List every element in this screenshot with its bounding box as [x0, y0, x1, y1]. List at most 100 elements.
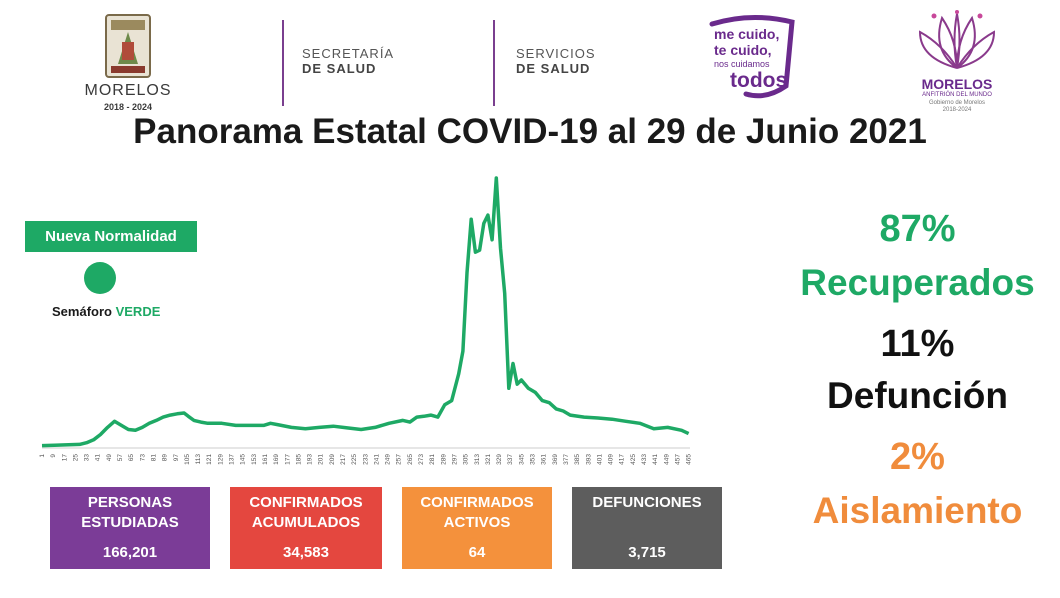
card-confirmados-acumulados-value: 34,583	[283, 544, 329, 561]
x-tick-label: 225	[351, 454, 358, 465]
x-tick-label: 1	[39, 454, 46, 458]
campaign-logo: me cuido, te cuido, nos cuidamos todos	[706, 14, 796, 104]
header-divider-1	[282, 20, 284, 106]
morelos-logo-name: MORELOS	[84, 82, 172, 99]
semaforo-label: Semáforo VERDE	[52, 304, 160, 319]
stat-recuperados-label: Recuperados	[800, 262, 1035, 303]
x-tick-label: 17	[61, 454, 68, 462]
x-tick-label: 273	[418, 454, 425, 465]
cases-series-line	[41, 176, 690, 448]
semaforo-status: VERDE	[115, 304, 161, 319]
x-tick-label: 377	[563, 454, 570, 465]
card-confirmados-acumulados: CONFIRMADOS ACUMULADOS 34,583	[230, 487, 382, 569]
morelos-logo-years: 2018 - 2024	[103, 102, 153, 112]
card-personas-estudiadas-value: 166,201	[102, 544, 158, 561]
x-tick-label: 57	[117, 454, 124, 462]
card-personas-estudiadas-label: PERSONAS ESTUDIADAS	[81, 494, 179, 531]
x-tick-label: 169	[273, 454, 280, 465]
x-tick-label: 257	[396, 454, 403, 465]
x-tick-label: 401	[596, 454, 603, 465]
x-tick-label: 129	[217, 454, 224, 465]
x-tick-label: 425	[630, 454, 637, 465]
x-tick-label: 393	[585, 454, 592, 465]
x-tick-label: 465	[686, 454, 693, 465]
x-tick-label: 297	[451, 454, 458, 465]
x-tick-label: 41	[95, 454, 102, 462]
x-tick-label: 433	[641, 454, 648, 465]
dept-servicios: SERVICIOS DE SALUD	[516, 46, 596, 76]
x-tick-label: 409	[608, 454, 615, 465]
lotus-flower-icon	[918, 10, 996, 69]
x-tick-label: 145	[240, 454, 247, 465]
card-confirmados-activos: CONFIRMADOS ACTIVOS 64	[402, 487, 552, 569]
x-tick-label: 417	[619, 454, 626, 465]
x-tick-label: 153	[251, 454, 258, 465]
x-tick-label: 249	[385, 454, 392, 465]
x-tick-label: 105	[184, 454, 191, 465]
anfitrion-logo-years: 2018-2024	[942, 107, 972, 113]
card-defunciones: DEFUNCIONES 3,715	[572, 487, 722, 569]
anfitrion-logo-sub: Gobierno de Morelos	[928, 100, 986, 106]
page-title: Panorama Estatal COVID-19 al 29 de Junio…	[133, 112, 927, 151]
x-tick-label: 9	[50, 454, 57, 458]
dept-servicios-line2: DE SALUD	[516, 61, 591, 76]
dept-servicios-line1: SERVICIOS	[516, 46, 596, 61]
x-tick-label: 353	[530, 454, 537, 465]
semaforo-indicator-icon	[84, 262, 116, 294]
campaign-line3: nos cuidamos	[714, 59, 770, 69]
card-confirmados-acumulados-label: CONFIRMADOS ACUMULADOS	[249, 494, 363, 531]
x-tick-label: 209	[329, 454, 336, 465]
stat-defuncion-pct: 11%	[880, 323, 955, 365]
x-tick-label: 441	[652, 454, 659, 465]
x-tick-label: 313	[474, 454, 481, 465]
x-tick-label: 161	[262, 454, 269, 465]
x-tick-label: 89	[162, 454, 169, 462]
x-tick-label: 289	[440, 454, 447, 465]
campaign-line2: te cuido,	[714, 42, 772, 58]
stat-defuncion-label: Defunción	[827, 375, 1008, 416]
x-tick-label: 137	[229, 454, 236, 465]
semaforo-label-text: Semáforo	[52, 304, 112, 319]
x-tick-label: 265	[407, 454, 414, 465]
x-tick-label: 337	[507, 454, 514, 465]
x-tick-label: 81	[150, 454, 157, 462]
x-tick-label: 177	[284, 454, 291, 465]
dept-secretaria: SECRETARÍA DE SALUD	[302, 46, 394, 76]
card-personas-estudiadas: PERSONAS ESTUDIADAS 166,201	[50, 487, 210, 569]
campaign-line4: todos	[730, 69, 788, 92]
header-divider-2	[493, 20, 495, 106]
x-tick-label: 345	[518, 454, 525, 465]
x-tick-label: 457	[674, 454, 681, 465]
x-tick-label: 321	[485, 454, 492, 465]
x-tick-label: 305	[463, 454, 470, 465]
campaign-frame-icon	[709, 15, 795, 99]
nueva-normalidad-badge: Nueva Normalidad	[25, 221, 197, 252]
stat-aislamiento-pct: 2%	[890, 436, 945, 478]
card-defunciones-label: DEFUNCIONES	[592, 494, 702, 511]
card-defunciones-value: 3,715	[628, 544, 666, 561]
x-tick-label: 193	[307, 454, 314, 465]
campaign-line1: me cuido,	[714, 26, 780, 42]
x-tick-label: 97	[173, 454, 180, 462]
x-tick-label: 121	[206, 454, 213, 465]
x-tick-label: 73	[139, 454, 146, 462]
x-tick-label: 201	[318, 454, 325, 465]
x-tick-label: 329	[496, 454, 503, 465]
x-tick-label: 449	[663, 454, 670, 465]
x-tick-label: 65	[128, 454, 135, 462]
x-tick-label: 217	[340, 454, 347, 465]
anfitrion-logo: MORELOS ANFITRIÓN DEL MUNDO Gobierno de …	[912, 10, 1002, 114]
dept-secretaria-line2: DE SALUD	[302, 61, 377, 76]
card-confirmados-activos-label: CONFIRMADOS ACTIVOS	[420, 494, 534, 531]
x-tick-label: 113	[195, 454, 202, 465]
x-tick-label: 361	[541, 454, 548, 465]
card-confirmados-activos-value: 64	[468, 544, 486, 561]
x-tick-label: 369	[552, 454, 559, 465]
x-tick-label: 185	[295, 454, 302, 465]
anfitrion-logo-name: MORELOS	[921, 76, 993, 92]
anfitrion-logo-tagline: ANFITRIÓN DEL MUNDO	[922, 92, 992, 98]
x-tick-label: 385	[574, 454, 581, 465]
x-tick-label: 281	[429, 454, 436, 465]
morelos-logo: MORELOS 2018 - 2024	[78, 10, 178, 112]
x-tick-label: 241	[373, 454, 380, 465]
